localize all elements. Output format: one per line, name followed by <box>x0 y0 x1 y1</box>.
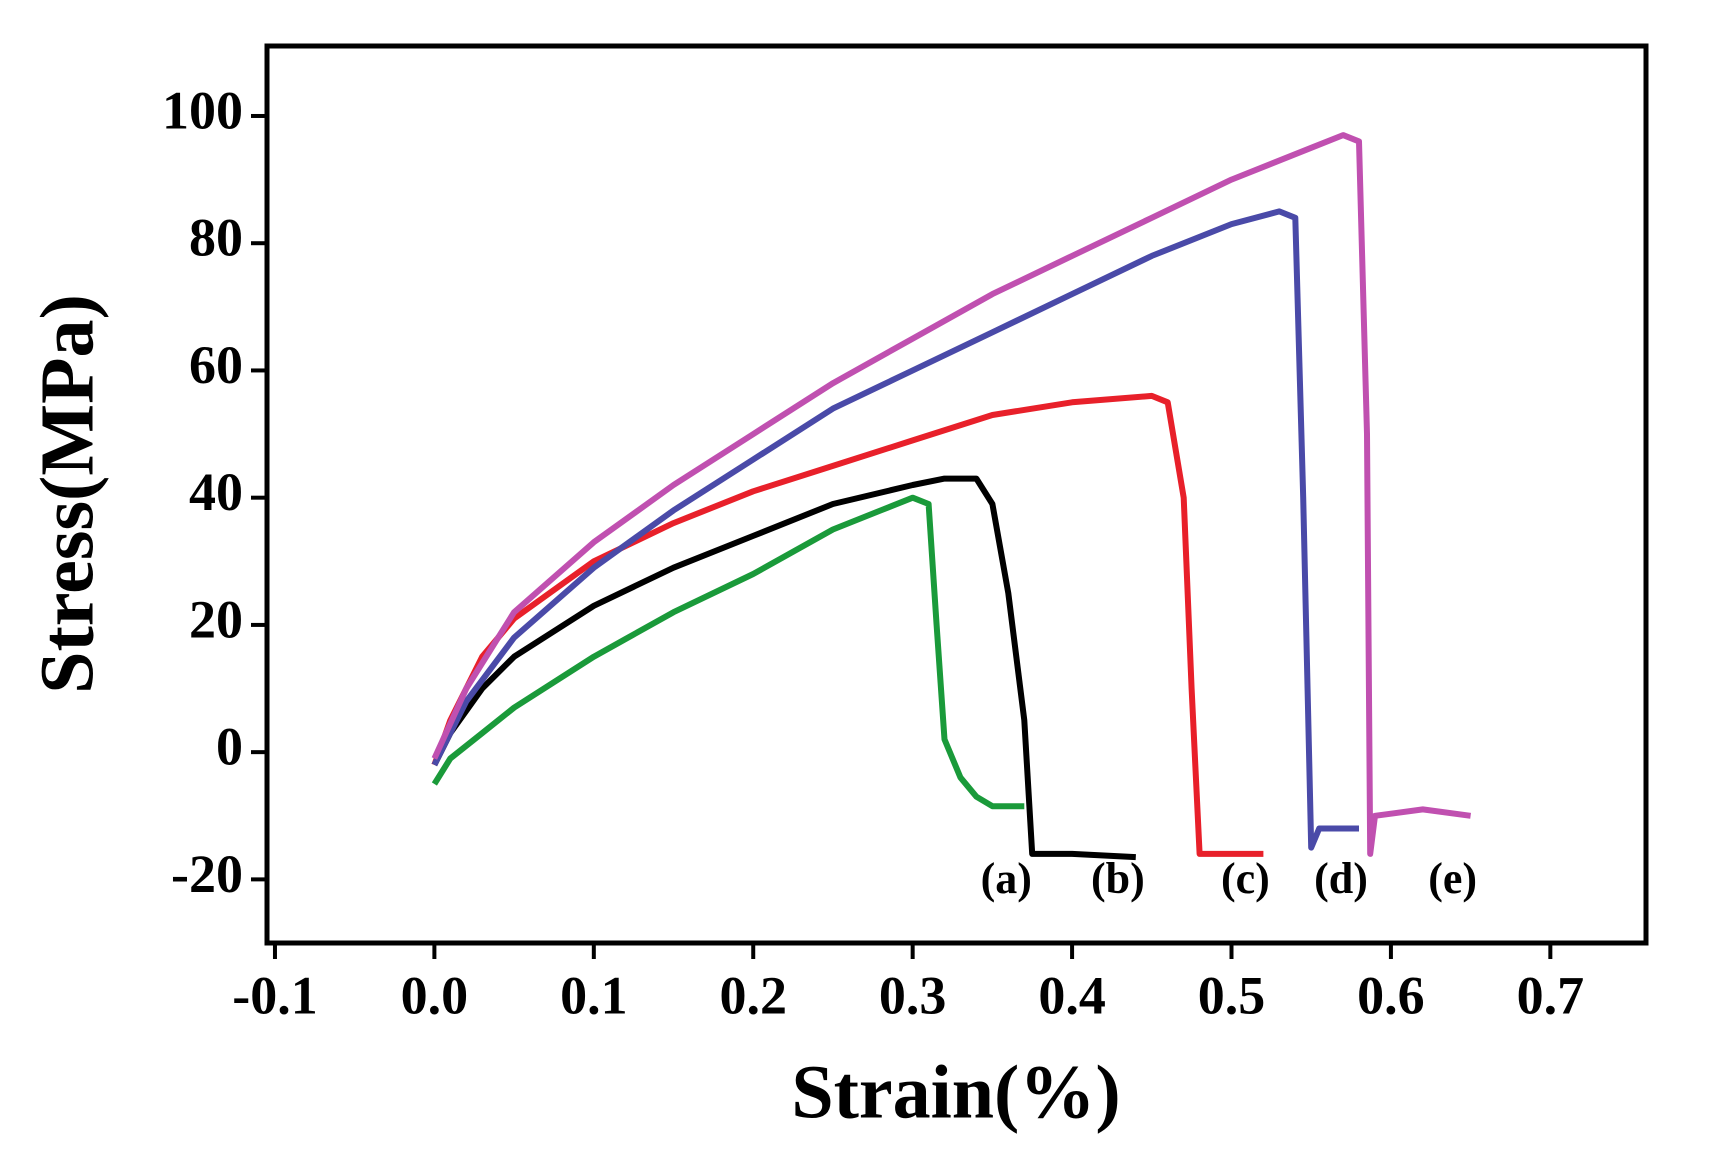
y-tick-label: 0 <box>216 717 243 777</box>
series-line <box>431 475 1136 861</box>
x-axis-title: Strain(%) <box>791 1050 1120 1134</box>
x-tick-label: 0.2 <box>719 965 787 1025</box>
y-tick-label: 80 <box>189 208 243 268</box>
x-tick-label: 0.6 <box>1357 965 1425 1025</box>
series-label: (c) <box>1221 854 1270 903</box>
series-line <box>431 208 1359 851</box>
x-tick-label: 0.4 <box>1038 965 1106 1025</box>
y-tick-label: 100 <box>162 80 243 140</box>
x-tick-label: 0.7 <box>1517 965 1585 1025</box>
series-label: (b) <box>1091 854 1145 903</box>
y-tick-label: 60 <box>189 335 243 395</box>
y-tick-label: 40 <box>189 462 243 522</box>
x-tick-label: 0.5 <box>1198 965 1266 1025</box>
series-label: (e) <box>1428 854 1477 903</box>
series-line <box>431 494 1025 810</box>
series-label: (d) <box>1314 854 1368 903</box>
x-tick-label: -0.1 <box>232 965 317 1025</box>
series-label: (a) <box>981 854 1032 903</box>
x-tick-label: 0.3 <box>879 965 947 1025</box>
x-tick-label: 0.1 <box>560 965 628 1025</box>
y-tick-label: -20 <box>171 844 243 904</box>
y-tick-label: 20 <box>189 589 243 649</box>
x-tick-label: 0.0 <box>401 965 469 1025</box>
y-axis-title: Stress(MPa) <box>25 294 109 694</box>
plot-frame <box>264 43 1649 946</box>
series-line <box>431 132 1471 857</box>
